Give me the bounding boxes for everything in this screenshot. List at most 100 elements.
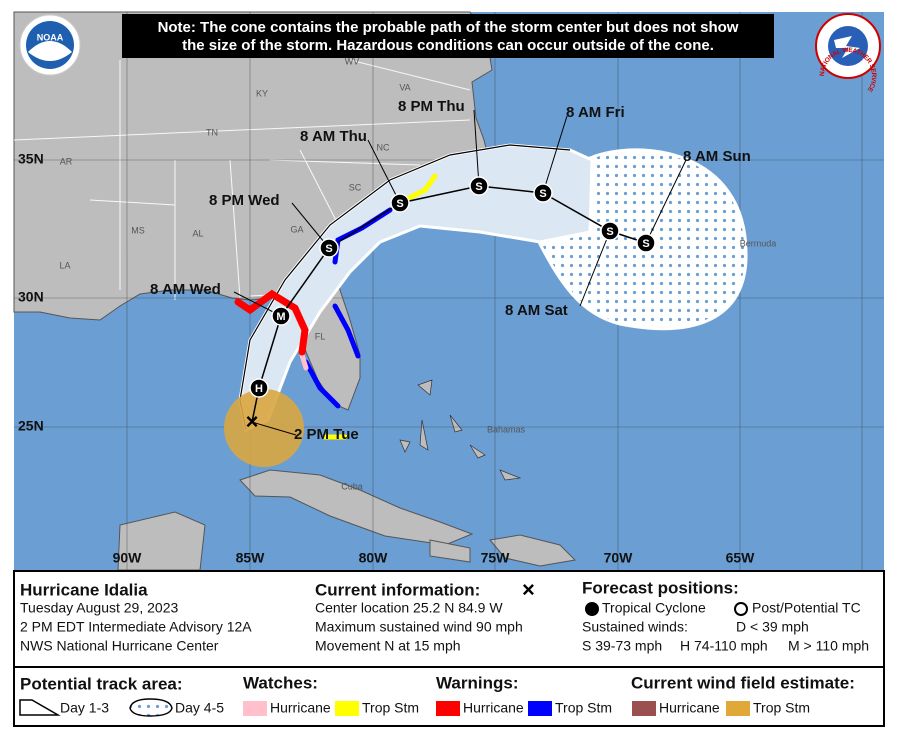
position-letter: S [606, 226, 613, 238]
track-area-title: Potential track area: [20, 674, 183, 693]
state-label: WV [345, 56, 360, 66]
forecast-time-label: 8 AM Sun [683, 148, 751, 165]
forecast-positions-title: Forecast positions: [582, 578, 739, 597]
warnings-label: Hurricane [463, 700, 524, 716]
longitude-label: 70W [604, 550, 634, 566]
leader-line [579, 230, 611, 307]
watches-title: Watches: [243, 673, 318, 692]
position-dot [533, 183, 553, 203]
place-label: Cuba [341, 481, 363, 491]
place-label: Bermuda [740, 238, 777, 248]
wind-d: D < 39 mph [736, 619, 809, 635]
forecast-time-label: 8 AM Sat [505, 302, 568, 319]
bahamas-islands [399, 379, 522, 481]
storm-advisory: 2 PM EDT Intermediate Advisory 12A [20, 619, 252, 635]
wind-h: H 74-110 mph [680, 638, 768, 654]
position-letter: S [325, 243, 332, 255]
cuba [239, 469, 474, 546]
leader-line [473, 109, 480, 187]
cone-outline [239, 144, 571, 431]
day-1-3-label: Day 1-3 [60, 700, 109, 716]
forecast-time-label: 8 PM Thu [398, 98, 465, 115]
state-label: SC [349, 182, 362, 192]
place-label: Bahamas [487, 424, 526, 434]
forecast-time-label: 8 PM Wed [209, 192, 280, 209]
position-dot [600, 221, 620, 241]
state-label: TN [206, 127, 218, 137]
map-labels: WVKYVATNNCSCGAALMSARLAFLBahamasCubaBermu… [18, 56, 776, 565]
wind_field-title: Current wind field estimate: [631, 673, 855, 692]
yucatan [117, 511, 206, 571]
note-box [122, 14, 774, 58]
position-letter: M [276, 311, 285, 323]
forecast-time-label: 8 AM Wed [150, 281, 221, 298]
sustained-winds: Sustained winds: [582, 619, 688, 635]
tc-label: Tropical Cyclone [602, 600, 706, 616]
note-line: the size of the storm. Hazardous conditi… [182, 37, 714, 54]
wind_field-label: Hurricane [659, 700, 720, 716]
position-letter: S [475, 181, 482, 193]
longitude-label: 65W [726, 550, 756, 566]
hispaniola [489, 534, 577, 567]
wind-m: M > 110 mph [788, 638, 869, 654]
position-letter: H [255, 383, 263, 395]
note-line: Note: The cone contains the probable pat… [158, 19, 739, 36]
state-label: NC [377, 142, 390, 152]
longitude-label: 75W [481, 550, 511, 566]
map: WVKYVATNNCSCGAALMSARLAFLBahamasCubaBermu… [13, 11, 884, 571]
storm-center: NWS National Hurricane Center [20, 638, 219, 654]
position-letter: S [539, 188, 546, 200]
current-info-title: Current information: [315, 580, 480, 599]
state-label: VA [399, 82, 410, 92]
warnings-label: Trop Stm [555, 700, 612, 716]
current-info-symbol: × [522, 577, 535, 602]
warnings-swatch [436, 701, 460, 716]
position-dot [271, 306, 291, 326]
state-label: AR [60, 156, 73, 166]
watches-label: Hurricane [270, 700, 331, 716]
day-1-3-icon [19, 699, 61, 716]
leader-line [367, 139, 401, 204]
forecast-time-label: 2 PM Tue [294, 426, 359, 443]
state-label: AL [192, 228, 203, 238]
forecast-time-label: 8 AM Fri [566, 104, 625, 121]
watches-label: Trop Stm [362, 700, 419, 716]
position-dot [390, 193, 410, 213]
day-4-5-icon [129, 698, 173, 717]
leader-line [251, 421, 297, 436]
position-dot [636, 233, 656, 253]
wind_field-label: Trop Stm [753, 700, 810, 716]
warnings-title: Warnings: [436, 673, 518, 692]
jamaica [429, 539, 471, 563]
latitude-label: 25N [18, 418, 44, 434]
longitude-label: 85W [236, 550, 266, 566]
position-dot [319, 238, 339, 258]
current-info-line: Center location 25.2 N 84.9 W [315, 600, 503, 616]
position-letter: S [642, 238, 649, 250]
state-label: LA [59, 260, 70, 270]
wind_field-swatch [632, 701, 656, 716]
ptc-symbol [734, 602, 748, 616]
storm-name: Hurricane Idalia [20, 580, 148, 599]
wind-field-trop-stm [224, 389, 304, 467]
leader-line [645, 159, 687, 244]
forecast-time-label: 8 AM Thu [300, 128, 367, 145]
us-land [13, 11, 493, 411]
wind-s: S 39-73 mph [582, 638, 662, 654]
position-dot [469, 176, 489, 196]
tc-symbol [585, 602, 599, 616]
state-label: KY [256, 88, 268, 98]
noaa-logo: NOAA [19, 14, 81, 76]
current-position-marker: × [246, 409, 259, 434]
state-label: GA [290, 224, 303, 234]
latitude-label: 30N [18, 289, 44, 305]
state-label: MS [131, 225, 145, 235]
noaa-text: NOAA [37, 32, 64, 42]
storm-date: Tuesday August 29, 2023 [20, 600, 178, 616]
latitude-label: 35N [18, 151, 44, 167]
state-label: FL [315, 331, 326, 341]
wind_field-swatch [726, 701, 750, 716]
position-dot [249, 378, 269, 398]
